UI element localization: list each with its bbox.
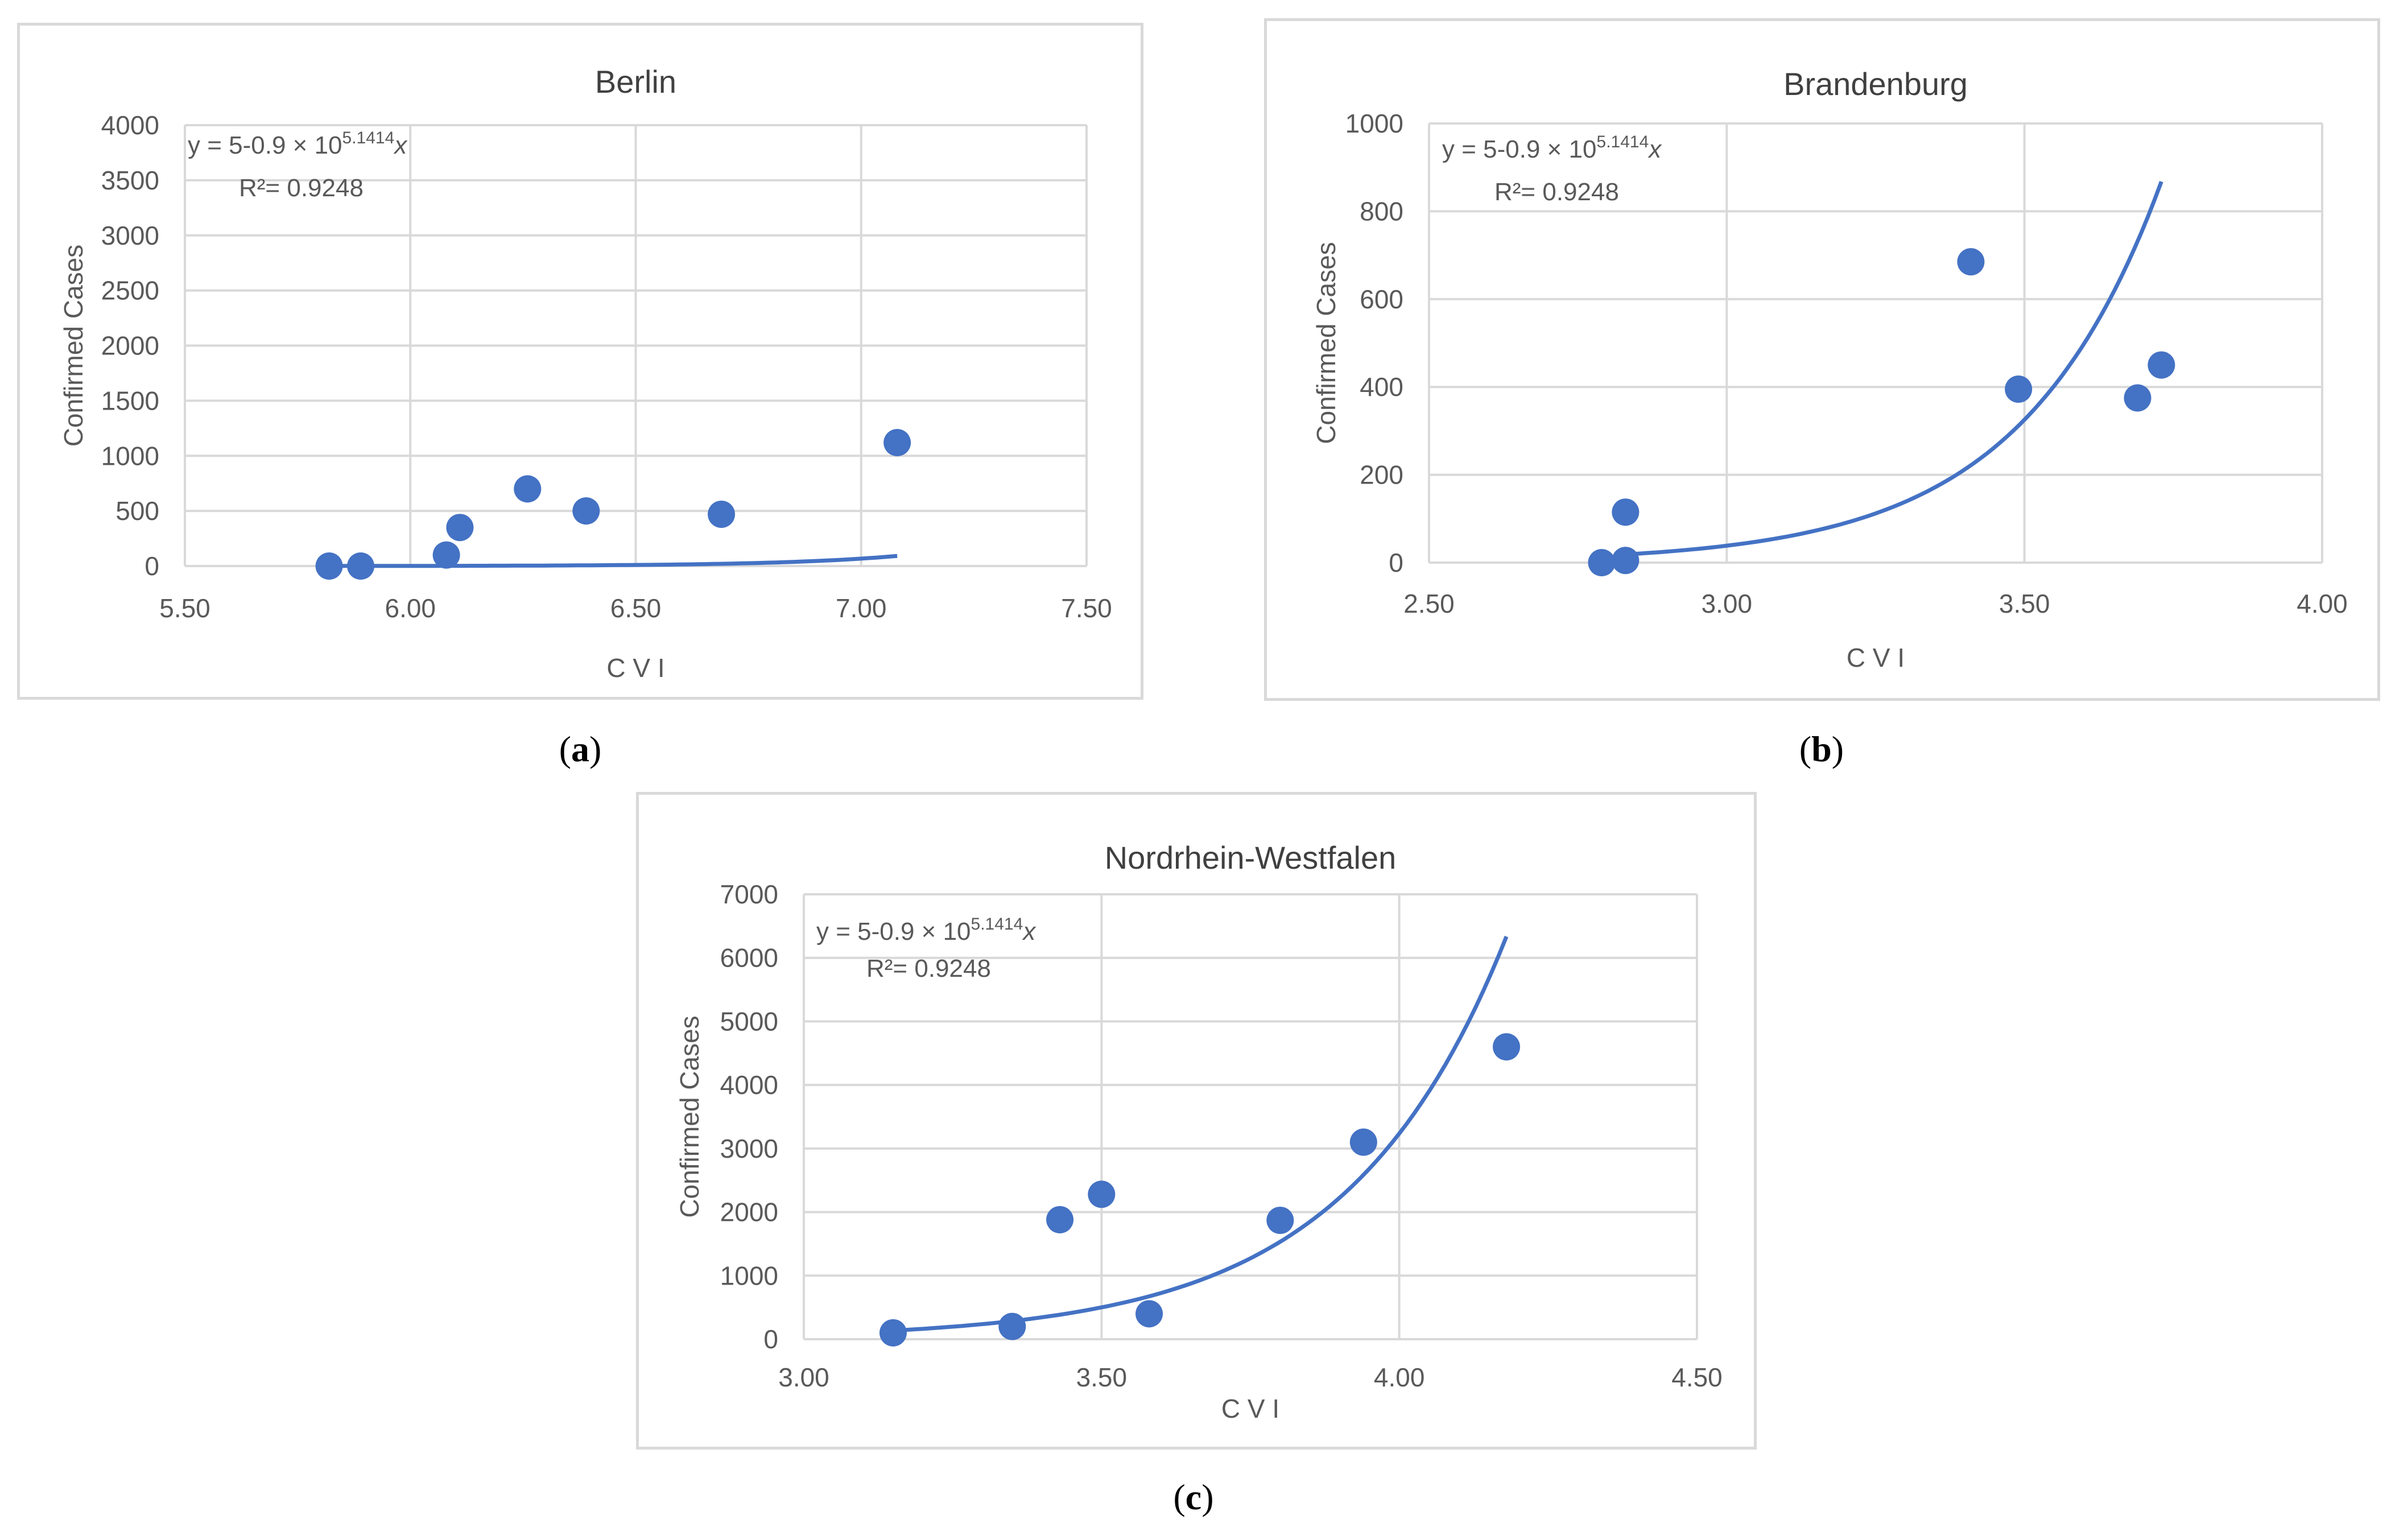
r-squared-label: R²= 0.9248 (239, 174, 364, 202)
data-point (2005, 375, 2033, 403)
y-tick-label: 2000 (101, 331, 159, 361)
x-tick-label: 4.00 (1374, 1363, 1425, 1392)
y-axis-label: Confirmed Cases (675, 1015, 704, 1217)
data-point (2124, 384, 2151, 412)
x-tick-label: 2.50 (1403, 589, 1455, 618)
y-tick-label: 1500 (101, 386, 159, 415)
data-point (514, 475, 542, 503)
x-tick-label: 5.50 (159, 593, 210, 623)
trend-equation: y = 5-0.9 × 105.1414x (816, 915, 1036, 946)
x-tick-label: 3.50 (1076, 1363, 1128, 1392)
data-point (1612, 547, 1639, 575)
y-tick-label: 3000 (101, 221, 159, 250)
data-point (572, 497, 600, 525)
data-point (446, 514, 474, 542)
y-tick-label: 3000 (720, 1134, 778, 1163)
data-point (1046, 1205, 1074, 1233)
data-point (1612, 498, 1639, 526)
chart-nordrhein-westfalen: 0 1000 2000 3000 4000 5000 6000 7000 3.00 3.50 4.0… (675, 840, 1723, 1423)
y-tick-label: 500 (115, 496, 159, 526)
trend-equation: y = 5-0.9 × 105.1414x (188, 129, 408, 159)
trend-line (893, 935, 1509, 1333)
data-point (883, 429, 911, 456)
r-squared-label: R²= 0.9248 (866, 955, 991, 982)
x-tick-label: 4.50 (1671, 1363, 1723, 1392)
data-point (315, 552, 343, 580)
x-axis-label: C V I (606, 653, 664, 683)
x-axis-label: C V I (1847, 643, 1905, 672)
chart-title: Berlin (595, 64, 676, 100)
data-point (1588, 549, 1616, 576)
data-point (879, 1319, 907, 1347)
y-tick-label: 2000 (720, 1198, 778, 1227)
x-tick-label: 7.00 (836, 593, 887, 623)
y-axis-label: Confirmed Cases (59, 245, 88, 447)
trend-line (1625, 180, 2163, 557)
chart-panel-berlin: 0 500 1000 1500 2000 2500 3000 3500 4000 5.50 6.00… (17, 23, 1143, 700)
x-tick-label: 7.50 (1061, 593, 1112, 623)
y-tick-label: 1000 (101, 441, 159, 470)
x-tick-label: 3.00 (1702, 589, 1753, 618)
data-point (998, 1312, 1026, 1340)
y-tick-label: 800 (1360, 196, 1403, 226)
x-tick-label: 3.00 (778, 1363, 829, 1392)
data-point (1957, 248, 1985, 276)
trend-equation: y = 5-0.9 × 105.1414x (1442, 133, 1662, 163)
trend-line (329, 554, 898, 568)
x-axis-label: C V I (1221, 1394, 1279, 1423)
x-tick-label: 4.00 (2297, 589, 2348, 618)
y-tick-label: 7000 (720, 880, 778, 909)
data-point (347, 552, 375, 580)
data-point (1349, 1128, 1377, 1156)
y-tick-label: 1000 (720, 1261, 778, 1290)
data-point (708, 500, 736, 528)
data-point (432, 541, 460, 569)
y-tick-label: 5000 (720, 1006, 778, 1036)
y-tick-label: 0 (763, 1324, 778, 1354)
caption-b: (b) (1799, 729, 1844, 769)
y-tick-label: 4000 (101, 110, 159, 140)
x-tick-label: 6.50 (610, 593, 662, 623)
chart-title: Nordrhein-Westfalen (1105, 840, 1397, 876)
data-point (1088, 1180, 1116, 1208)
y-tick-label: 6000 (720, 943, 778, 973)
chart-panel-nordrhein-westfalen: 0 1000 2000 3000 4000 5000 6000 7000 3.00 3.50 4.0… (636, 792, 1757, 1450)
y-tick-label: 400 (1360, 372, 1403, 402)
y-tick-label: 0 (1389, 548, 1403, 577)
chart-title: Brandenburg (1783, 66, 1968, 102)
data-point (2148, 351, 2175, 379)
y-axis-label: Confirmed Cases (1311, 242, 1341, 444)
r-squared-label: R²= 0.9248 (1494, 178, 1619, 206)
caption-a: (a) (559, 729, 602, 769)
chart-berlin: 0 500 1000 1500 2000 2500 3000 3500 4000 5.50 6.00… (59, 64, 1112, 683)
data-point (1135, 1300, 1163, 1328)
data-point (1493, 1033, 1521, 1061)
data-point (1266, 1207, 1294, 1235)
x-tick-label: 6.00 (385, 593, 436, 623)
caption-c: (c) (1173, 1477, 1214, 1517)
chart-panel-brandenburg: 0 200 400 600 800 1000 2.50 3.00 3.50 4.00 Branden… (1264, 18, 2380, 701)
x-tick-label: 3.50 (1999, 589, 2050, 618)
y-tick-label: 1000 (1345, 109, 1403, 138)
y-tick-label: 200 (1360, 460, 1403, 490)
y-tick-label: 2500 (101, 276, 159, 305)
chart-brandenburg: 0 200 400 600 800 1000 2.50 3.00 3.50 4.00 Branden… (1311, 66, 2348, 672)
y-tick-label: 0 (144, 551, 159, 581)
y-tick-label: 3500 (101, 166, 159, 195)
y-tick-label: 4000 (720, 1070, 778, 1100)
y-tick-label: 600 (1360, 284, 1403, 314)
